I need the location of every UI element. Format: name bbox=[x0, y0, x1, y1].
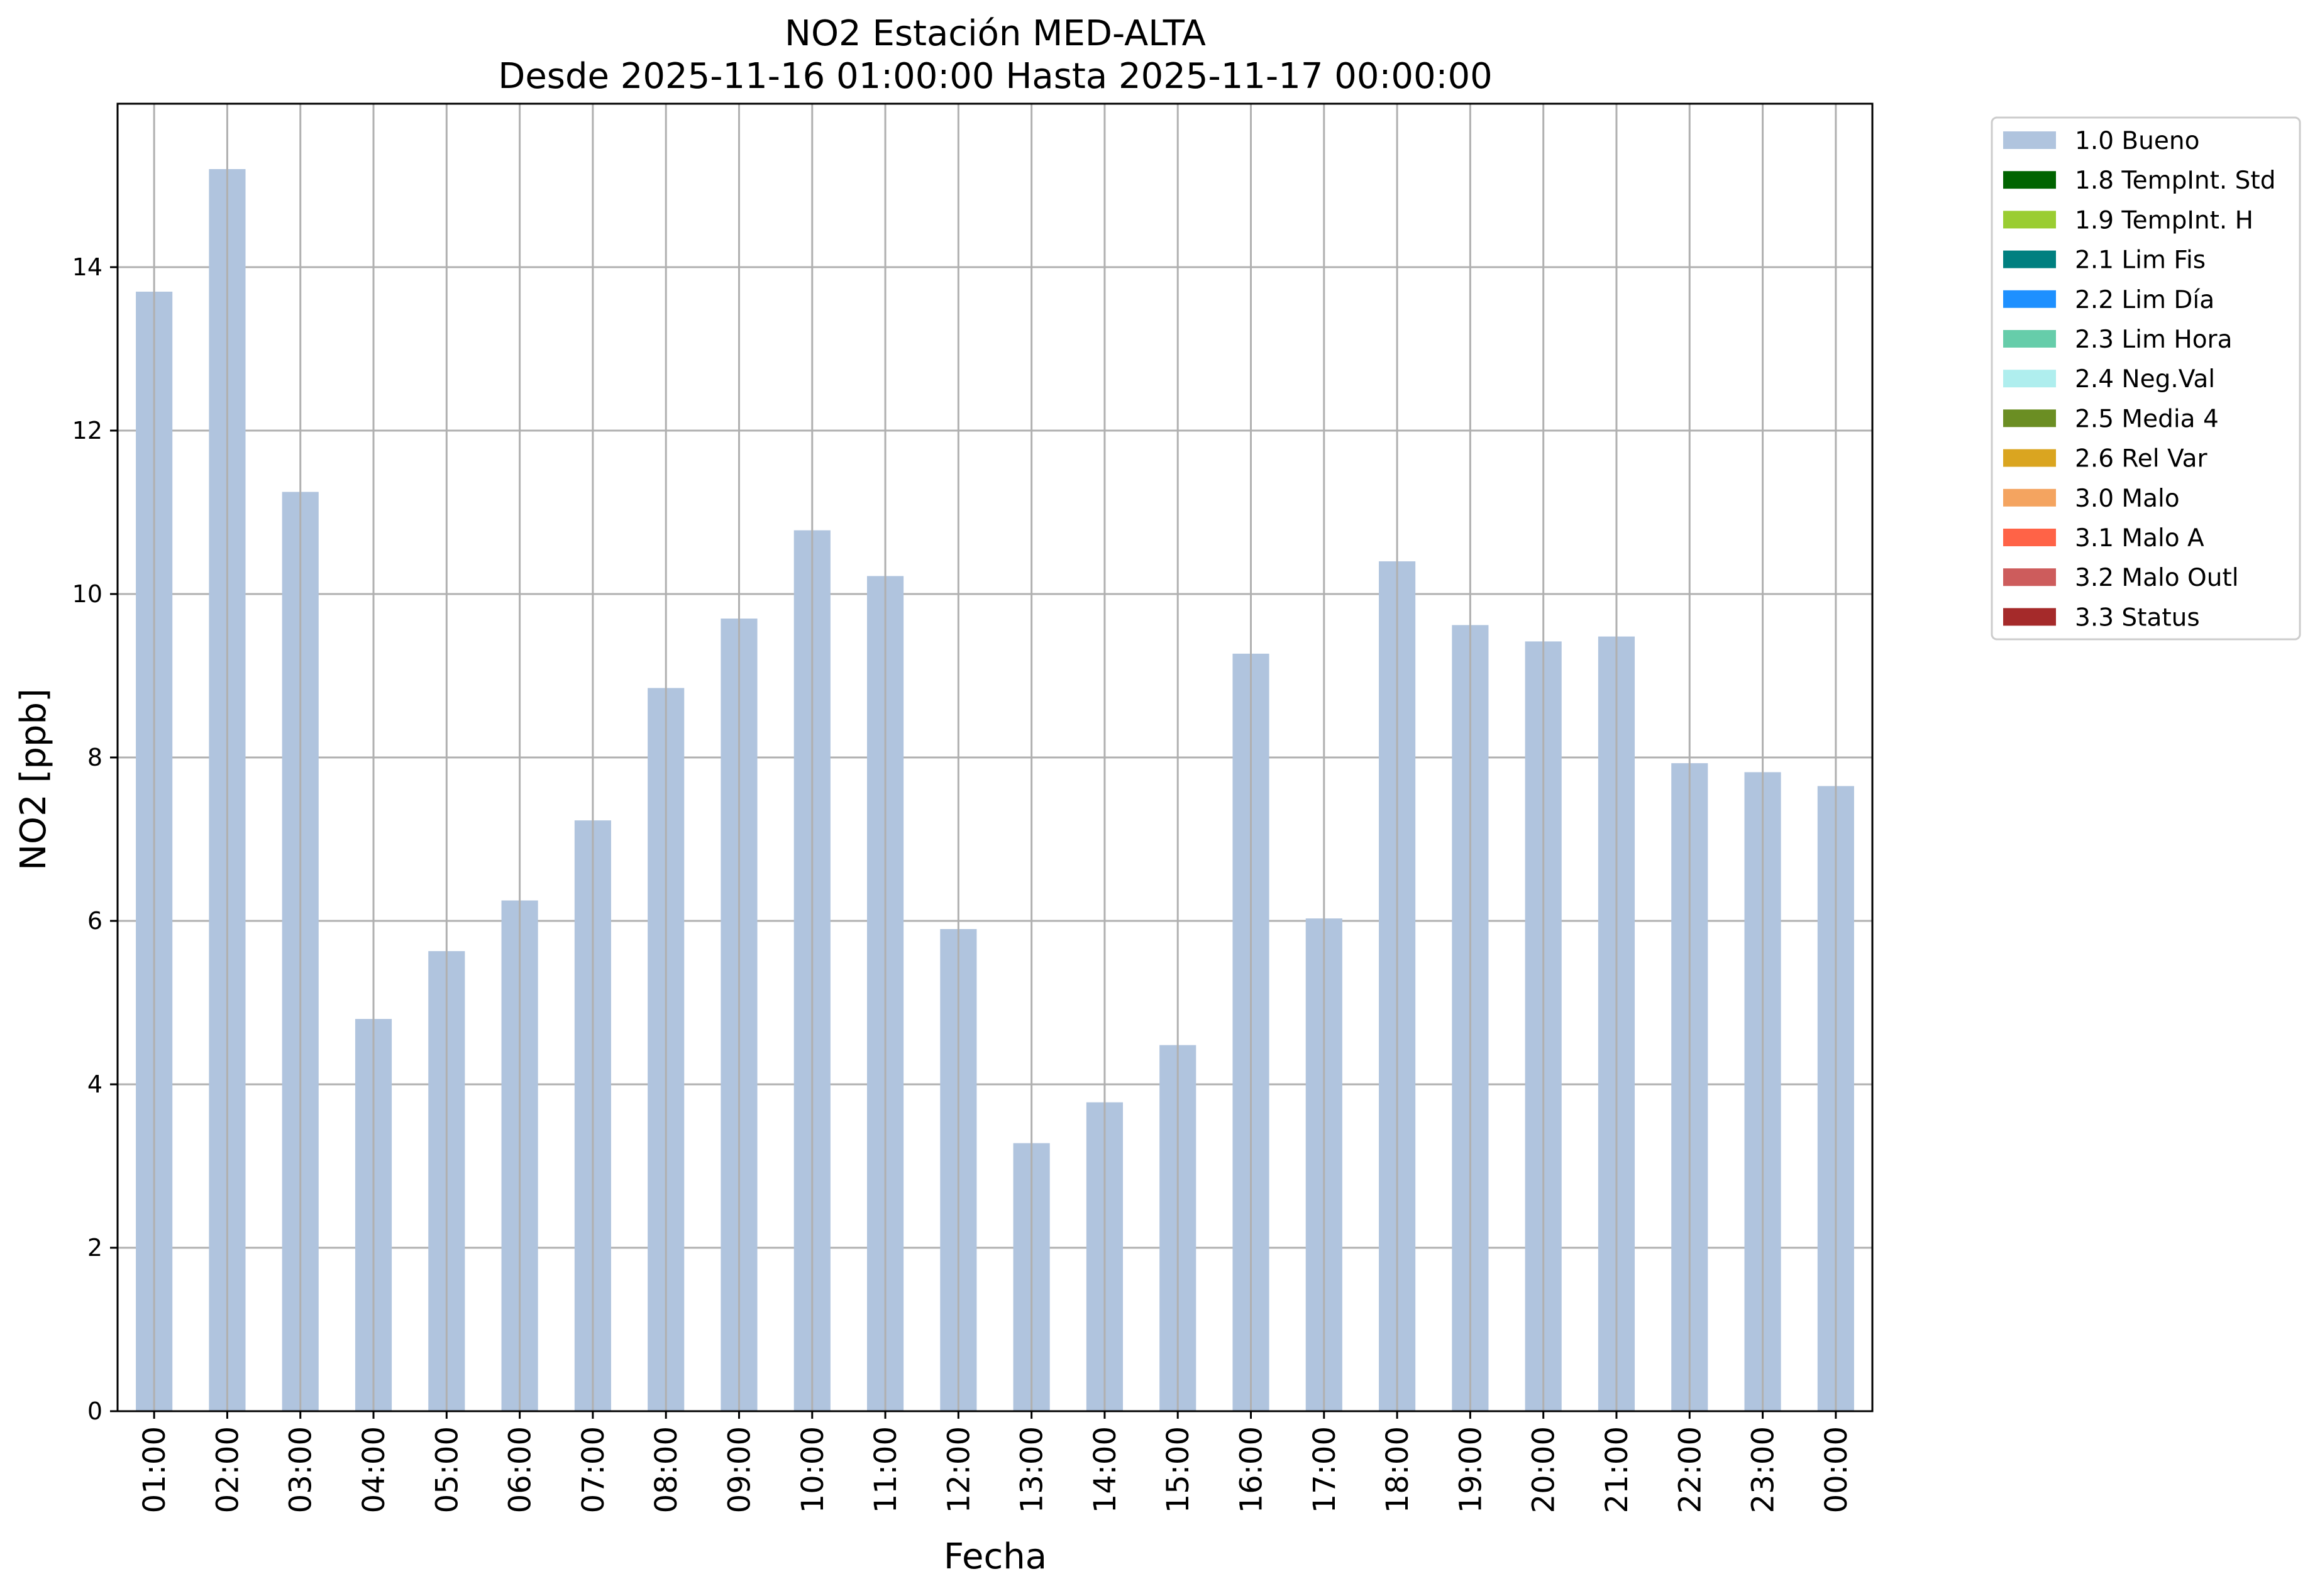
legend-swatch bbox=[2003, 608, 2056, 626]
x-tick-label: 03:00 bbox=[284, 1426, 319, 1513]
x-tick-label: 07:00 bbox=[576, 1426, 611, 1513]
x-tick-label: 18:00 bbox=[1380, 1426, 1415, 1513]
y-tick-label: 14 bbox=[72, 253, 102, 281]
legend-swatch bbox=[2003, 370, 2056, 388]
chart-title-line-2: Desde 2025-11-16 01:00:00 Hasta 2025-11-… bbox=[498, 56, 1493, 97]
chart-title-line-1: NO2 Estación MED-ALTA bbox=[785, 13, 1206, 54]
y-tick-label: 4 bbox=[87, 1070, 102, 1098]
legend-label: 3.3 Status bbox=[2075, 603, 2200, 632]
legend-label: 2.2 Lim Día bbox=[2075, 286, 2214, 314]
x-tick-label: 09:00 bbox=[722, 1426, 757, 1513]
legend-label: 1.0 Bueno bbox=[2075, 127, 2199, 155]
legend-swatch bbox=[2003, 250, 2056, 268]
y-axis-label: NO2 [ppb] bbox=[13, 688, 54, 871]
legend-swatch bbox=[2003, 488, 2056, 507]
legend-label: 2.6 Rel Var bbox=[2075, 445, 2208, 473]
legend-label: 2.4 Neg.Val bbox=[2075, 365, 2215, 393]
x-tick-label: 01:00 bbox=[137, 1426, 172, 1513]
x-tick-label: 17:00 bbox=[1307, 1426, 1342, 1513]
legend-swatch bbox=[2003, 568, 2056, 586]
legend-label: 2.1 Lim Fis bbox=[2075, 246, 2206, 275]
x-tick-label: 06:00 bbox=[503, 1426, 538, 1513]
x-tick-label: 11:00 bbox=[868, 1426, 903, 1513]
x-tick-label: 05:00 bbox=[429, 1426, 465, 1513]
x-axis-label: Fecha bbox=[944, 1536, 1047, 1577]
y-tick-label: 2 bbox=[87, 1234, 102, 1262]
legend-swatch bbox=[2003, 529, 2056, 546]
legend-swatch bbox=[2003, 211, 2056, 229]
grid-lines bbox=[118, 266, 1872, 1412]
x-tick-label: 08:00 bbox=[649, 1426, 684, 1513]
x-tick-label: 20:00 bbox=[1527, 1426, 1562, 1513]
x-tick-label: 16:00 bbox=[1234, 1426, 1269, 1513]
legend-label: 1.9 TempInt. H bbox=[2075, 206, 2253, 234]
legend-swatch bbox=[2003, 409, 2056, 427]
y-tick-label: 10 bbox=[72, 580, 102, 608]
y-tick-label: 0 bbox=[87, 1397, 102, 1425]
legend-swatch bbox=[2003, 330, 2056, 348]
x-tick-label: 23:00 bbox=[1746, 1426, 1781, 1513]
x-tick-label: 12:00 bbox=[941, 1426, 976, 1513]
y-tick-label: 8 bbox=[87, 744, 102, 771]
x-tick-label: 14:00 bbox=[1088, 1426, 1123, 1513]
x-tick-label: 19:00 bbox=[1453, 1426, 1488, 1513]
x-tick-label: 02:00 bbox=[210, 1426, 245, 1513]
y-axis-ticks: 0 2 4 6 8 10 12 14 bbox=[72, 253, 118, 1425]
x-tick-label: 13:00 bbox=[1015, 1426, 1050, 1513]
legend-label: 3.1 Malo A bbox=[2075, 524, 2204, 553]
legend-label: 2.5 Media 4 bbox=[2075, 405, 2219, 433]
y-tick-label: 12 bbox=[72, 417, 102, 444]
x-tick-label: 22:00 bbox=[1672, 1426, 1708, 1513]
y-tick-label: 6 bbox=[87, 907, 102, 935]
legend-label: 1.8 TempInt. Std bbox=[2075, 167, 2275, 195]
legend-label: 2.3 Lim Hora bbox=[2075, 326, 2233, 354]
x-tick-label: 10:00 bbox=[795, 1426, 831, 1513]
legend-label: 3.0 Malo bbox=[2075, 485, 2180, 513]
x-tick-label: 04:00 bbox=[356, 1426, 392, 1513]
x-tick-label: 21:00 bbox=[1600, 1426, 1635, 1513]
legend-swatch bbox=[2003, 131, 2056, 149]
legend-swatch bbox=[2003, 290, 2056, 308]
x-tick-label: 00:00 bbox=[1819, 1426, 1854, 1513]
legend-frame bbox=[1991, 116, 2301, 641]
legend-label: 3.2 Malo Outl bbox=[2075, 564, 2239, 592]
vertical-grid-lines bbox=[153, 104, 1837, 1411]
x-tick-label: 15:00 bbox=[1161, 1426, 1196, 1513]
legend-swatch bbox=[2003, 171, 2056, 189]
x-axis-ticks: 01:00 02:00 03:00 04:00 05:00 06:00 07:00 08:00… bbox=[137, 1411, 1854, 1513]
legend-swatch bbox=[2003, 449, 2056, 467]
legend: 1.0 Bueno 1.8 TempInt. Std 1.9 TempInt. H 2… bbox=[1991, 116, 2301, 641]
